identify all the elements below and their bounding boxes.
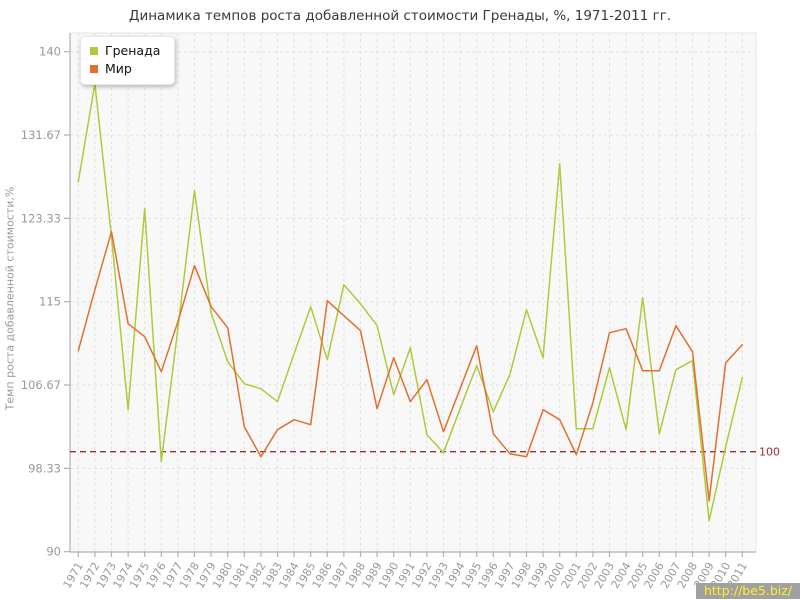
- legend-item-grenada: Гренада: [90, 42, 160, 60]
- legend-item-world: Мир: [90, 60, 160, 78]
- series-grenada-line: [77, 82, 744, 522]
- series-world-line: [77, 230, 744, 502]
- grenada-series-swatch-icon: [90, 47, 98, 55]
- legend: Гренада Мир: [80, 36, 176, 85]
- y-tick-label: 90: [46, 545, 61, 559]
- legend-label-grenada: Гренада: [105, 43, 161, 58]
- y-tick-label: 106.67: [21, 378, 61, 392]
- reference-line-label: 100: [759, 446, 780, 459]
- world-series-swatch-icon: [90, 65, 98, 73]
- y-tick-label: 123.33: [21, 211, 61, 225]
- plot-area: [69, 32, 757, 553]
- y-tick-label: 98.33: [28, 461, 61, 475]
- chart-title: Динамика темпов роста добавленной стоимо…: [128, 8, 672, 24]
- watermark-link[interactable]: http://be5.biz/: [696, 583, 800, 599]
- y-tick-label: 115: [39, 295, 61, 309]
- y-tick-label: 131.67: [21, 128, 61, 142]
- legend-label-world: Мир: [105, 61, 132, 76]
- y-tick-label: 140: [39, 45, 61, 59]
